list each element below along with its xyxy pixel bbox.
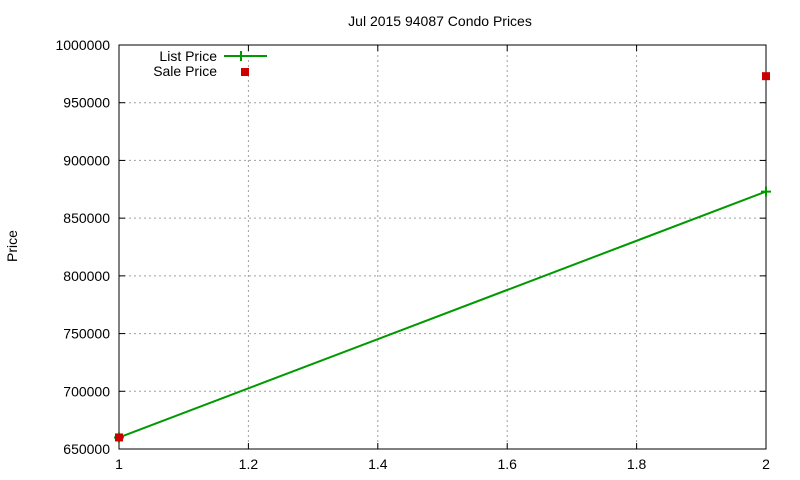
y-tick-label: 800000 xyxy=(63,268,110,284)
axis-ticks: 1 1.2 1.4 1.6 1.8 2 650000 700000 750000 800000 85… xyxy=(55,37,770,472)
y-tick-label: 700000 xyxy=(63,383,110,399)
y-tick-label: 950000 xyxy=(63,95,110,111)
x-tick-label: 1.2 xyxy=(239,456,259,472)
x-tick-label: 2 xyxy=(762,456,770,472)
series-layer xyxy=(114,72,771,443)
sale-price-point xyxy=(762,72,770,81)
list-price-point xyxy=(761,186,771,197)
list-price-line xyxy=(118,190,767,439)
legend-marker-sale-price xyxy=(241,68,249,76)
y-tick-label: 1000000 xyxy=(55,37,110,53)
legend-marker-list-price xyxy=(236,51,246,61)
legend-label-sale-price: Sale Price xyxy=(153,63,217,79)
sale-price-point xyxy=(115,433,123,442)
x-tick-label: 1.4 xyxy=(368,456,388,472)
legend: List Price Sale Price xyxy=(153,48,267,79)
x-tick-label: 1.8 xyxy=(627,456,647,472)
grid xyxy=(119,45,766,449)
y-tick-label: 750000 xyxy=(63,326,110,342)
legend-label-list-price: List Price xyxy=(159,48,217,64)
x-tick-label: 1 xyxy=(115,456,123,472)
chart-title: Jul 2015 94087 Condo Prices xyxy=(348,13,532,29)
x-tick-label: 1.6 xyxy=(497,456,517,472)
y-tick-label: 850000 xyxy=(63,210,110,226)
plot-border xyxy=(118,44,767,450)
y-tick-label: 900000 xyxy=(63,152,110,168)
y-tick-label: 650000 xyxy=(63,441,110,457)
y-axis-label: Price xyxy=(4,230,20,262)
